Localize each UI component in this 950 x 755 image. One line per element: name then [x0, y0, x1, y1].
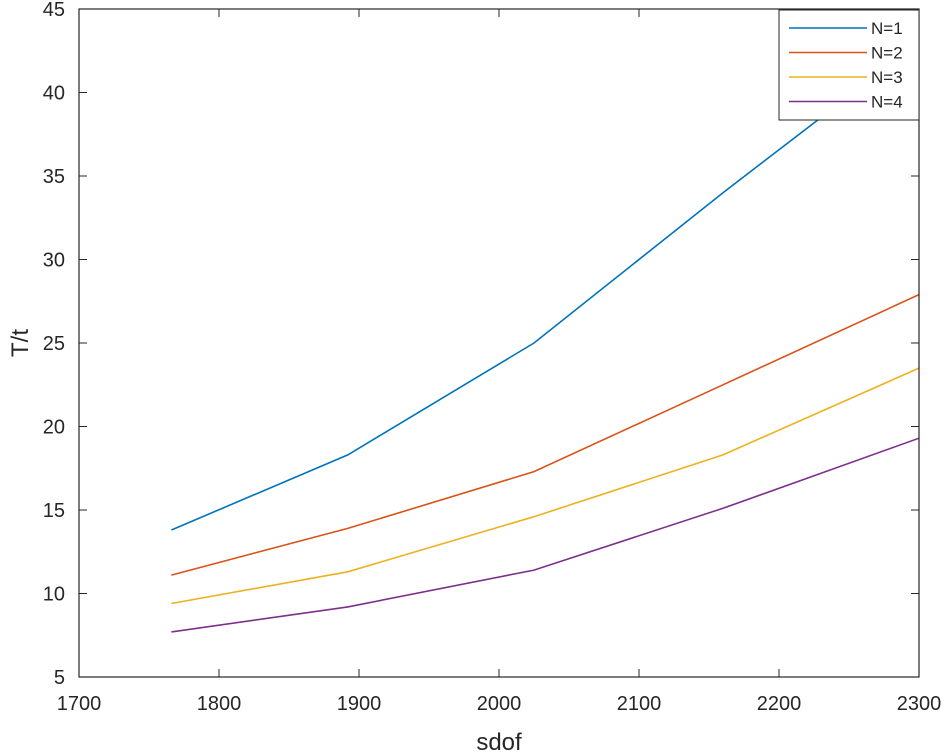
y-tick-label: 45 — [43, 0, 65, 21]
x-axis-title: sdof — [476, 729, 522, 755]
x-tick-label: 1700 — [57, 693, 102, 715]
x-tick-label: 2100 — [617, 693, 662, 715]
x-tick-label: 2000 — [477, 693, 522, 715]
y-tick-label: 25 — [43, 333, 65, 355]
series-line-n2 — [171, 293, 919, 576]
y-tick-label: 5 — [54, 667, 65, 689]
y-tick-label: 15 — [43, 500, 65, 522]
x-tick-label: 1900 — [337, 693, 382, 715]
y-tick-label: 40 — [43, 83, 65, 105]
x-axis: 1700 1800 1900 2000 2100 2200 2300 — [57, 9, 942, 715]
y-tick-label: 20 — [43, 417, 65, 439]
legend-label: N=4 — [871, 93, 903, 112]
series-line-n4 — [171, 437, 919, 633]
y-tick-label: 35 — [43, 166, 65, 188]
legend-label: N=1 — [871, 19, 903, 38]
series-layer — [171, 41, 919, 633]
legend: N=1 N=2 N=3 N=4 — [778, 9, 920, 121]
y-tick-label: 30 — [43, 250, 65, 272]
series-line-n1 — [171, 41, 919, 531]
x-tick-label: 2200 — [757, 693, 802, 715]
x-tick-label: 1800 — [197, 693, 242, 715]
series-line-n3 — [171, 367, 919, 605]
legend-label: N=2 — [871, 44, 903, 63]
y-axis: 5 10 15 20 25 30 35 40 45 — [43, 0, 919, 689]
legend-label: N=3 — [871, 68, 903, 87]
y-axis-title: T/t — [7, 329, 34, 357]
x-tick-label: 2300 — [897, 693, 942, 715]
y-tick-label: 10 — [43, 584, 65, 606]
